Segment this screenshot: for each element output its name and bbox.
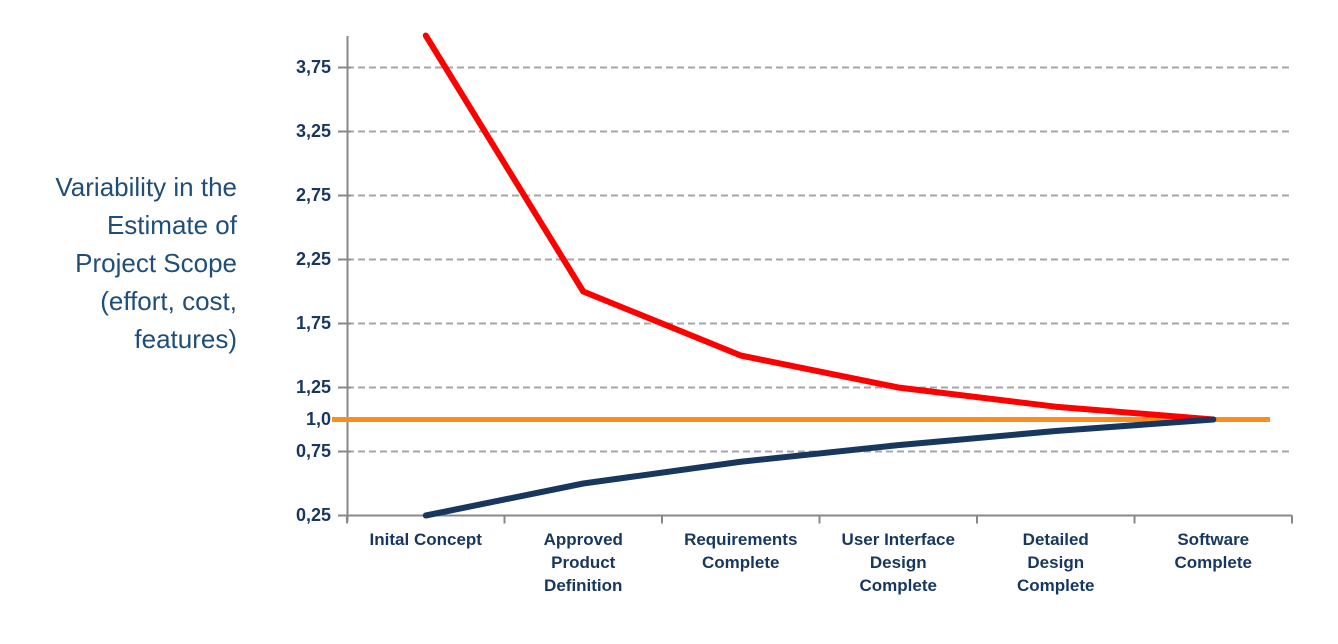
upper-bound-estimate-line xyxy=(422,32,1217,423)
x-axis-label: User Interface Design Complete xyxy=(841,530,955,595)
y-tick-label: 0,25 xyxy=(295,504,331,525)
x-axis-label: Detailed Design Complete xyxy=(1017,530,1095,595)
x-axis-label: Requirements Complete xyxy=(684,530,798,572)
y-tick-label: 0,75 xyxy=(295,440,331,461)
y-tick-label: 3,75 xyxy=(295,56,331,77)
y-tick-label: 3,25 xyxy=(295,120,331,141)
y-axis-title: Variability in the Estimate of Project S… xyxy=(55,172,237,354)
y-tick-label: 1,75 xyxy=(295,312,331,333)
y-tick-label: 2,25 xyxy=(295,248,331,269)
x-axis-label: Approved Product Definition xyxy=(543,530,623,595)
x-axis-label: Inital Concept xyxy=(369,530,482,549)
y-tick-label: 1,25 xyxy=(295,376,331,397)
y-tick-label: 1,0 xyxy=(305,408,331,429)
lower-bound-estimate-line xyxy=(422,416,1217,519)
y-tick-label: 2,75 xyxy=(295,184,331,205)
x-axis-label: Software Complete xyxy=(1174,530,1252,572)
